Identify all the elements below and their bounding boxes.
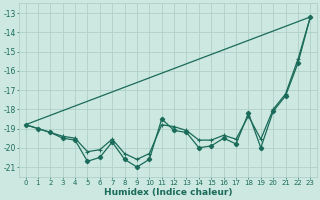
- X-axis label: Humidex (Indice chaleur): Humidex (Indice chaleur): [104, 188, 232, 197]
